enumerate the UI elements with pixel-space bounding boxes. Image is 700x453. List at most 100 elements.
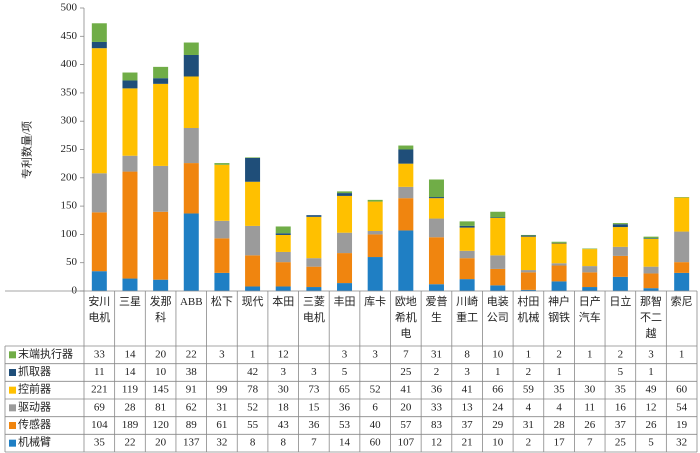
table-cell: 35: [94, 437, 106, 449]
table-cell: 137: [183, 437, 200, 449]
y-tick-label: 350: [61, 86, 78, 98]
x-tick-label: 欧地希机电: [395, 295, 417, 340]
table-cell: 5: [618, 366, 624, 378]
legend-label: 抓取器: [18, 364, 51, 378]
x-tick-label: 丰田: [334, 295, 356, 308]
bar-segment: [214, 163, 230, 165]
x-tick-label: 电装公司: [487, 295, 509, 324]
x-tick-label-line: 日产: [579, 294, 601, 308]
table-cell: 35: [615, 384, 627, 396]
bar-segment: [214, 238, 230, 273]
legend-label: 驱动器: [18, 400, 51, 413]
y-axis-label: 专利数量/项: [20, 121, 34, 179]
table-cell: 3: [342, 348, 348, 360]
bar-segment: [275, 251, 291, 263]
bar-segment: [337, 253, 353, 284]
table-cell: 99: [216, 384, 228, 396]
bar-segment: [428, 197, 444, 199]
bar-segment: [91, 23, 107, 42]
table-cell: 32: [676, 437, 687, 449]
x-tick-label-line: 希机: [395, 310, 417, 324]
bar-segment: [337, 232, 353, 254]
legend-label: 机械臂: [18, 435, 51, 449]
legend-swatch: [9, 422, 16, 429]
bar-segment: [122, 80, 138, 89]
table-cell: 15: [308, 401, 320, 413]
bar-segment: [612, 255, 628, 277]
table-cell: 12: [646, 401, 657, 413]
bar-segment: [122, 171, 138, 279]
table-cell: 89: [186, 419, 198, 431]
bar-segment: [490, 255, 506, 269]
bar-segment: [520, 272, 536, 290]
x-tick-label-line: 库卡: [364, 295, 386, 308]
bar-segment: [674, 272, 690, 291]
x-tick-label: 村田机械: [517, 294, 539, 324]
bar-segment: [428, 198, 444, 219]
table-cell: 36: [308, 419, 320, 431]
table-cell: 60: [676, 384, 688, 396]
bar-segment: [245, 286, 261, 291]
table-cell: 6: [372, 401, 378, 413]
table-cell: 12: [431, 437, 442, 449]
table-cell: 40: [370, 419, 382, 431]
table-cell: 62: [186, 401, 197, 413]
table-cell: 3: [311, 366, 317, 378]
table-cell: 14: [339, 437, 351, 449]
table-cell: 20: [155, 437, 167, 449]
bar-segment: [612, 246, 628, 256]
table-cell: 17: [554, 437, 566, 449]
table-cell: 83: [431, 419, 443, 431]
bar-segment: [612, 276, 628, 291]
bar-segment: [214, 164, 230, 221]
x-tick-label: 日立: [609, 294, 631, 308]
table-cell: 26: [646, 419, 658, 431]
table-cell: 7: [587, 437, 593, 449]
bar-segment: [674, 197, 690, 232]
table-cell: 55: [247, 419, 259, 431]
legend-label: 末端执行器: [18, 346, 73, 360]
table-cell: 3: [464, 366, 470, 378]
table-cell: 1: [250, 348, 256, 360]
bar-segment: [275, 234, 291, 252]
bar-segment: [183, 42, 199, 55]
bar-segment: [306, 266, 322, 288]
table-cell: 33: [431, 401, 443, 413]
bar-segment: [306, 287, 322, 291]
x-tick-label-line: 三星: [119, 295, 141, 308]
table-cell: 5: [342, 366, 348, 378]
x-tick-label: 安川电机: [88, 294, 110, 324]
x-tick-label: 神户钢铁: [548, 294, 570, 324]
bar-segment: [398, 149, 414, 164]
table-cell: 1: [679, 348, 685, 360]
bar-segment: [582, 266, 598, 273]
table-cell: 52: [370, 384, 381, 396]
bar-segment: [91, 48, 107, 174]
bar-segment: [459, 250, 475, 259]
bar-segment: [459, 279, 475, 291]
x-tick-label: 川崎重工: [456, 294, 478, 324]
table-cell: 3: [648, 348, 654, 360]
table-cell: 22: [124, 437, 135, 449]
bar-segment: [459, 227, 475, 251]
table-cell: 8: [250, 437, 256, 449]
bar-segment: [306, 215, 322, 217]
bar-segment: [91, 212, 107, 272]
table-cell: 52: [247, 401, 258, 413]
x-tick-label: 那智不二越: [640, 294, 662, 340]
x-tick-label-line: 安川: [88, 294, 110, 308]
table-cell: 59: [523, 384, 535, 396]
table-cell: 1: [648, 366, 654, 378]
bar-segment: [183, 76, 199, 128]
bar-segment: [398, 230, 414, 291]
bar-segment: [582, 272, 598, 288]
x-tick-label-line: 发那: [150, 294, 172, 308]
y-tick-label: 250: [61, 143, 78, 155]
bar-segment: [643, 236, 659, 239]
table-cell: 28: [124, 401, 136, 413]
legend-label: 传感器: [18, 418, 51, 431]
x-tick-label-line: 公司: [487, 312, 509, 324]
table-cell: 10: [155, 366, 167, 378]
table-cell: 7: [403, 348, 409, 360]
x-tick-label-line: 本田: [272, 294, 294, 308]
